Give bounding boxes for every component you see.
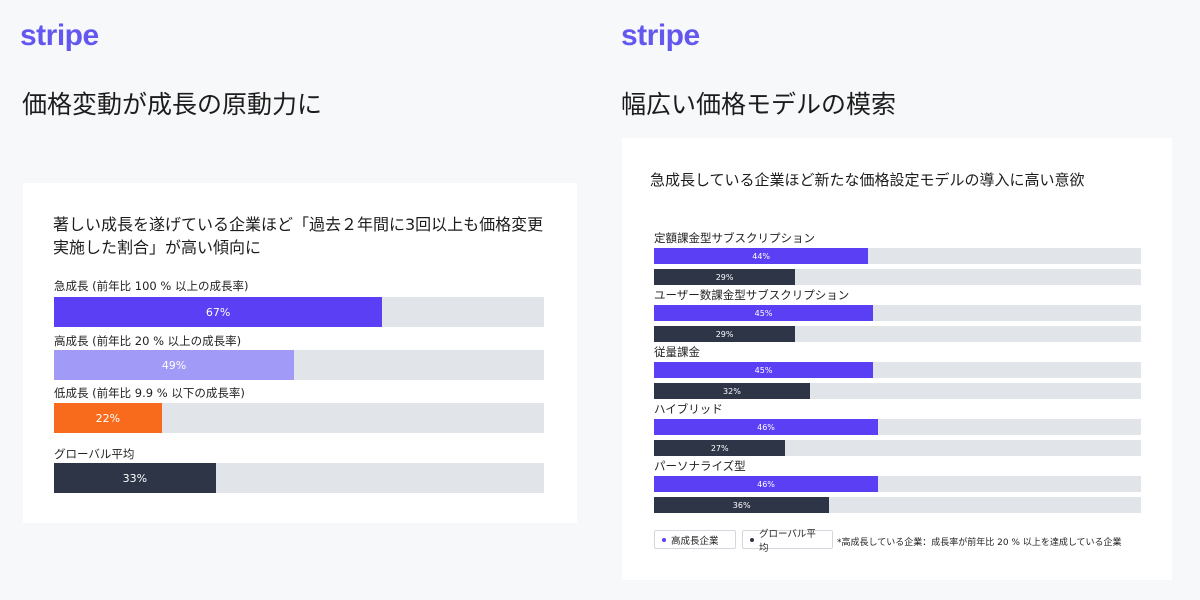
bar-global-average: 29% [654, 326, 796, 342]
bar-category-label: 従量課金 [654, 345, 700, 359]
bar-high-growth: 46% [654, 419, 879, 435]
legend-item-global-average: グローバル平均 [742, 529, 833, 554]
bar-track: 27% [654, 440, 1141, 456]
bar-value-label: 46% [757, 422, 775, 432]
bar-global-average: 36% [654, 497, 830, 513]
bar-value-label: 46% [757, 479, 775, 489]
bar-track: 45% [654, 305, 1141, 321]
bar-category-label: 低成長 (前年比 9.9 % 以下の成長率) [54, 386, 245, 400]
bar-track: 67% [54, 297, 544, 327]
slide-title: 価格変動が成長の原動力に [22, 90, 323, 119]
bar-track: 46% [654, 476, 1141, 492]
bar-value-label: 29% [715, 329, 734, 339]
bar-value-label: 27% [710, 443, 729, 453]
bar-track: 29% [654, 326, 1141, 342]
stripe-logo: stripe [20, 19, 99, 52]
bar: 67% [54, 297, 383, 327]
bar-track: 36% [654, 497, 1141, 513]
bar-high-growth: 44% [654, 248, 869, 264]
bar-category-label: 定額課金型サブスクリプション [654, 231, 815, 245]
bar-track: 29% [654, 269, 1141, 285]
chart-title: 急成長している企業ほど新たな価格設定モデルの導入に高い意欲 [650, 171, 1085, 189]
bar-global-average: 27% [654, 440, 786, 456]
bar-value-label: 67% [205, 305, 231, 319]
bar-track: 49% [54, 350, 544, 380]
stripe-logo: stripe [621, 19, 700, 52]
bar-track: 33% [54, 463, 544, 493]
bar-category-label: 高成長 (前年比 20 % 以上の成長率) [54, 334, 242, 348]
bar-track: 32% [654, 383, 1141, 399]
bar: 22% [54, 403, 162, 433]
bar-category-label: グローバル平均 [54, 447, 135, 461]
bar-category-label: パーソナライズ型 [654, 459, 746, 473]
legend-swatch [750, 537, 754, 542]
legend-label: 高成長企業 [671, 535, 719, 547]
bar-value-label: 32% [723, 386, 741, 396]
bar-high-growth: 45% [654, 305, 874, 321]
right-chart-card: 急成長している企業ほど新たな価格設定モデルの導入に高い意欲 高成長企業 グローバ… [622, 138, 1172, 580]
bar-value-label: 45% [754, 365, 773, 375]
left-chart-card: 著しい成長を遂げている企業ほど「過去２年間に3回以上も価格変更実施した割合」が高… [23, 183, 577, 523]
bar-value-label: 45% [754, 308, 773, 318]
bar-value-label: 44% [752, 251, 771, 261]
legend-label: グローバル平均 [758, 528, 816, 554]
bar: 49% [54, 350, 295, 380]
bar-value-label: 22% [95, 411, 121, 425]
bar-high-growth: 46% [654, 476, 879, 492]
bar-category-label: ユーザー数課金型サブスクリプション [654, 288, 850, 302]
chart-title: 著しい成長を遂げている企業ほど「過去２年間に3回以上も価格変更実施した割合」が高… [53, 215, 544, 257]
bar-category-label: 急成長 (前年比 100 % 以上の成長率) [54, 279, 249, 293]
bar-global-average: 32% [654, 383, 810, 399]
bar-track: 22% [54, 403, 544, 433]
bar-global-average: 29% [654, 269, 796, 285]
footnote: *高成長している企業：成長率が前年比 20 % 以上を達成している企業 [837, 538, 1122, 548]
bar-high-growth: 45% [654, 362, 874, 378]
bar-track: 46% [654, 419, 1141, 435]
bar-value-label: 36% [732, 500, 751, 510]
bar-track: 44% [654, 248, 1141, 264]
legend-item-high-growth: 高成長企業 [654, 530, 736, 549]
slide-title: 幅広い価格モデルの模索 [621, 90, 897, 119]
bar-value-label: 33% [122, 471, 148, 485]
bar-value-label: 29% [715, 272, 734, 282]
bar-value-label: 49% [161, 358, 187, 372]
legend-swatch [662, 537, 666, 542]
bar-track: 45% [654, 362, 1141, 378]
bar: 33% [54, 463, 216, 493]
bar-category-label: ハイブリッド [654, 402, 723, 416]
